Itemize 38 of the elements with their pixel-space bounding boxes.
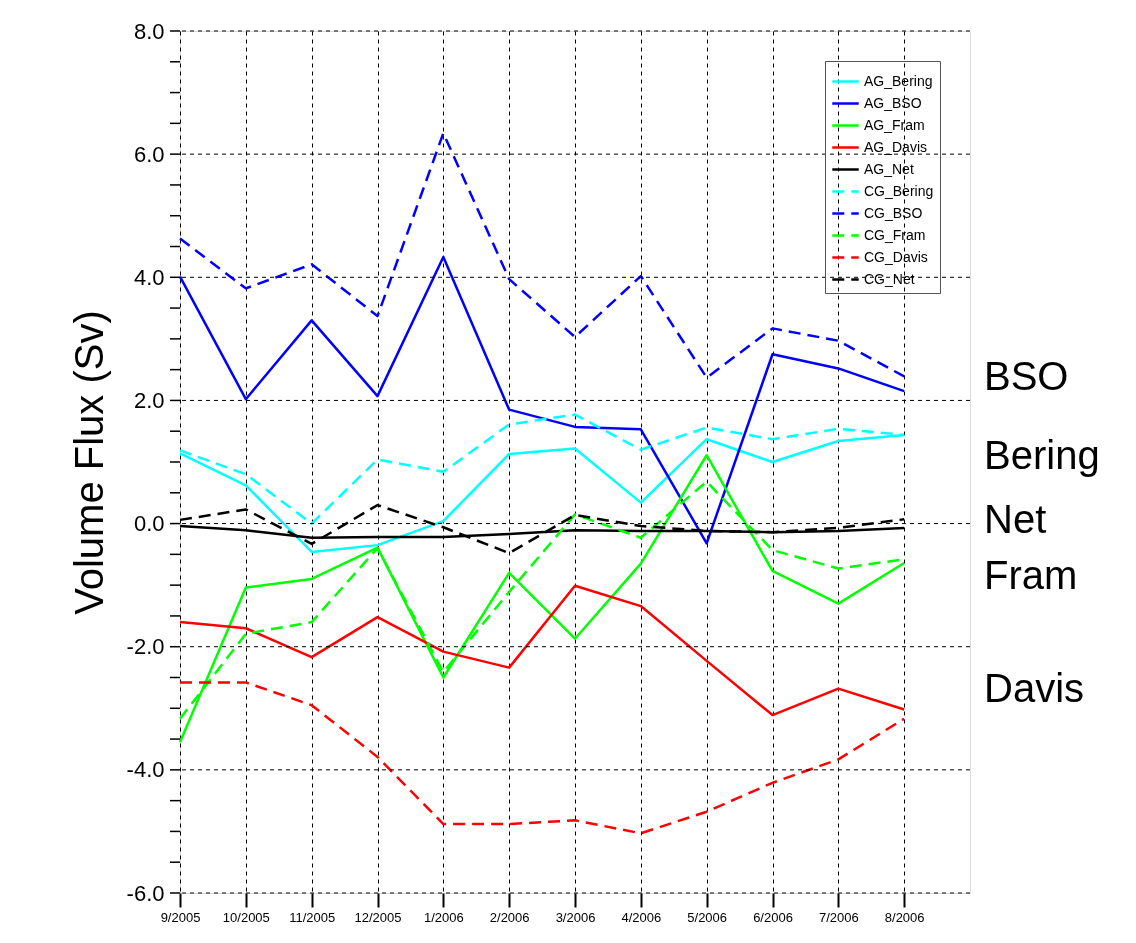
legend-label: AG_Net: [864, 160, 914, 177]
x-tick-label: 8/2006: [884, 909, 925, 925]
x-tick-label: 11/2005: [289, 909, 336, 925]
x-tick-label: 1/2006: [423, 909, 464, 925]
y-tick-label: -4.0: [126, 757, 165, 783]
legend-label: AG_Fram: [864, 116, 925, 133]
x-tick-label: 12/2005: [354, 909, 402, 925]
x-tick-label: 9/2005: [160, 909, 201, 925]
x-tick-label: 10/2005: [222, 909, 270, 925]
legend-label: CG_Net: [864, 270, 915, 287]
y-tick-label: -2.0: [126, 634, 165, 660]
legend-label: CG_Bering: [864, 182, 934, 199]
text: BSO: [984, 354, 1069, 398]
y-tick-label: 0.0: [133, 511, 165, 537]
legend-label: AG_BSO: [864, 94, 922, 111]
y-tick-label: 6.0: [133, 141, 165, 167]
line-series: [178, 584, 906, 717]
y-tick-label: 8.0: [133, 18, 165, 44]
y-tick-label: 2.0: [133, 387, 165, 413]
text: Fram: [984, 553, 1078, 597]
x-tick-label: 3/2006: [555, 909, 596, 925]
text: Davis: [984, 666, 1085, 710]
text: Bering: [984, 433, 1100, 477]
line-series: [178, 681, 906, 835]
legend-label: AG_Davis: [864, 138, 928, 155]
y-tick-label: 4.0: [133, 264, 165, 290]
x-tick-label: 2/2006: [489, 909, 530, 925]
legend-label: AG_Bering: [864, 72, 933, 89]
y-axis-title: Volume Flux (Sv): [66, 310, 111, 615]
x-tick-label: 6/2006: [753, 909, 793, 925]
legend-label: CG_Fram: [864, 226, 926, 243]
x-tick-label: 5/2006: [687, 909, 728, 925]
y-tick-label: -6.0: [126, 880, 165, 906]
text: Net: [984, 497, 1047, 541]
x-tick-label: 4/2006: [621, 909, 662, 925]
legend-label: CG_BSO: [864, 204, 923, 221]
x-tick-label: 7/2006: [818, 909, 859, 925]
legend-label: CG_Davis: [864, 248, 928, 265]
